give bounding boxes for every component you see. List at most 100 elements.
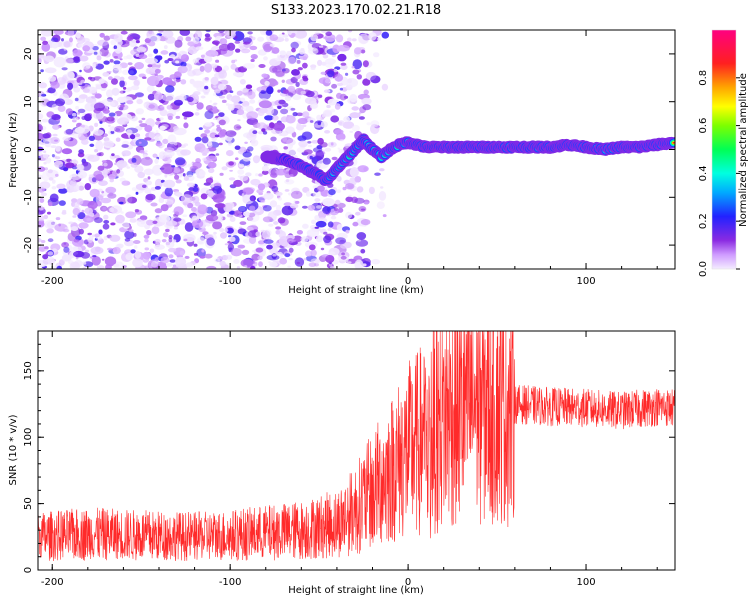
heatmap-noise-cell: [356, 186, 364, 193]
heatmap-noise-cell: [193, 243, 198, 247]
heatmap-noise-cell: [55, 173, 59, 177]
heatmap-noise-cell: [102, 72, 110, 77]
heatmap-noise-cell: [258, 100, 272, 109]
heatmap-noise-cell: [275, 230, 281, 235]
heatmap-noise-cell: [119, 58, 123, 61]
heatmap-noise-cell: [349, 112, 361, 119]
heatmap-noise-cell: [88, 174, 93, 178]
heatmap-noise-cell: [38, 113, 44, 120]
heatmap-noise-cell: [186, 182, 195, 188]
heatmap-noise-cell: [255, 247, 264, 253]
heatmap-noise-cell: [315, 220, 327, 228]
heatmap-noise-cell: [343, 116, 350, 123]
heatmap-noise-cell: [77, 108, 86, 114]
heatmap-noise-cell: [244, 141, 248, 144]
heatmap-noise-cell: [106, 116, 115, 122]
heatmap-noise-cell: [58, 223, 61, 227]
heatmap-noise-cell: [250, 59, 255, 62]
heatmap-noise-cell: [296, 59, 301, 64]
heatmap-noise-cell: [161, 239, 167, 243]
heatmap-noise-cell: [292, 112, 298, 117]
heatmap-noise-cell: [252, 155, 261, 164]
heatmap-noise-cell: [314, 31, 320, 35]
heatmap-noise-cell: [265, 30, 273, 36]
heatmap-noise-cell: [324, 130, 331, 134]
heatmap-noise-cell: [109, 154, 116, 160]
heatmap-noise-cell: [80, 124, 85, 128]
heatmap-noise-cell: [110, 39, 117, 46]
heatmap-noise-cell: [145, 57, 158, 64]
heatmap-noise-cell: [323, 36, 327, 39]
heatmap-noise-cell: [172, 264, 177, 268]
heatmap-noise-cell: [129, 141, 135, 145]
heatmap-noise-cell: [169, 259, 176, 263]
heatmap-noise-cell: [204, 122, 213, 127]
heatmap-noise-cell: [271, 242, 281, 249]
heatmap-noise-cell: [298, 140, 308, 148]
heatmap-noise-cell: [147, 93, 155, 101]
heatmap-noise-cell: [236, 90, 243, 96]
heatmap-noise-cell: [175, 60, 180, 64]
heatmap-noise-cell: [144, 42, 151, 45]
heatmap-noise-cell: [65, 128, 74, 135]
heatmap-noise-cell: [249, 205, 256, 211]
heatmap-noise-cell: [140, 157, 153, 166]
heatmap-noise-cell: [205, 50, 219, 57]
heatmap-noise-cell: [165, 220, 178, 227]
heatmap-noise-cell: [337, 120, 345, 126]
snr-y-ticks: 0 50 100 150: [23, 343, 675, 573]
heatmap-noise-cell: [185, 36, 192, 42]
heatmap-noise-cell: [103, 140, 115, 148]
heatmap-noise-cell: [213, 85, 217, 88]
heatmap-noise-cell: [317, 59, 323, 66]
heatmap-noise-cell: [272, 253, 277, 257]
heatmap-noise-cell: [61, 148, 73, 155]
heatmap-noise-cell: [337, 53, 347, 62]
heatmap-noise-cell: [88, 125, 94, 132]
heatmap-noise-cell: [134, 251, 142, 259]
heatmap-noise-cell: [129, 218, 137, 223]
heatmap-noise-cell: [356, 232, 367, 240]
heatmap-noise-cell: [192, 215, 198, 221]
heatmap-noise-cell: [248, 212, 256, 218]
heatmap-noise-cell: [112, 64, 123, 71]
heatmap-noise-cell: [225, 254, 233, 260]
heatmap-noise-cell: [82, 216, 95, 223]
heatmap-noise-cell: [303, 257, 307, 261]
heatmap-noise-cell: [332, 259, 339, 265]
heatmap-noise-cell: [373, 52, 380, 58]
heatmap-noise-cell: [112, 246, 121, 255]
heatmap-noise-cell: [185, 262, 194, 268]
heatmap-noise-cell: [63, 41, 71, 48]
heatmap-noise-cell: [143, 168, 154, 176]
heatmap-noise-cell: [352, 69, 360, 75]
heatmap-noise-cell: [89, 77, 96, 82]
colorbar: 0.0 0.2 0.4 0.6 0.8 Normalized spectral ampl…: [698, 29, 749, 277]
heatmap-noise-cell: [73, 250, 85, 258]
heatmap-noise-cell: [96, 195, 104, 201]
heatmap-noise-cell: [38, 82, 48, 89]
heatmap-noise-cell: [92, 255, 97, 258]
heatmap-noise-cell: [177, 65, 188, 74]
heatmap-noise-cell: [227, 42, 236, 51]
heatmap-cells: [38, 30, 675, 269]
heatmap-noise-cell: [124, 237, 131, 242]
heatmap-noise-cell: [349, 167, 359, 178]
heatmap-noise-cell: [187, 46, 198, 55]
heatmap-noise-cell: [258, 131, 263, 135]
heatmap-noise-cell: [220, 232, 227, 239]
heatmap-noise-cell: [144, 247, 150, 251]
heatmap-noise-cell: [145, 180, 152, 186]
heatmap-noise-cell: [87, 154, 100, 162]
heatmap-noise-cell: [314, 215, 320, 221]
heatmap-noise-cell: [159, 109, 168, 117]
heatmap-noise-cell: [263, 56, 268, 61]
heatmap-noise-cell: [228, 235, 232, 238]
heatmap-noise-cell: [302, 223, 309, 229]
heatmap-noise-cell: [62, 228, 70, 233]
heatmap-noise-cell: [47, 87, 56, 94]
heatmap-noise-cell: [69, 261, 81, 269]
snr-x-ticks: -200 -100 0 100: [41, 331, 658, 588]
heatmap-noise-cell: [75, 32, 81, 39]
heatmap-noise-cell: [175, 78, 181, 82]
